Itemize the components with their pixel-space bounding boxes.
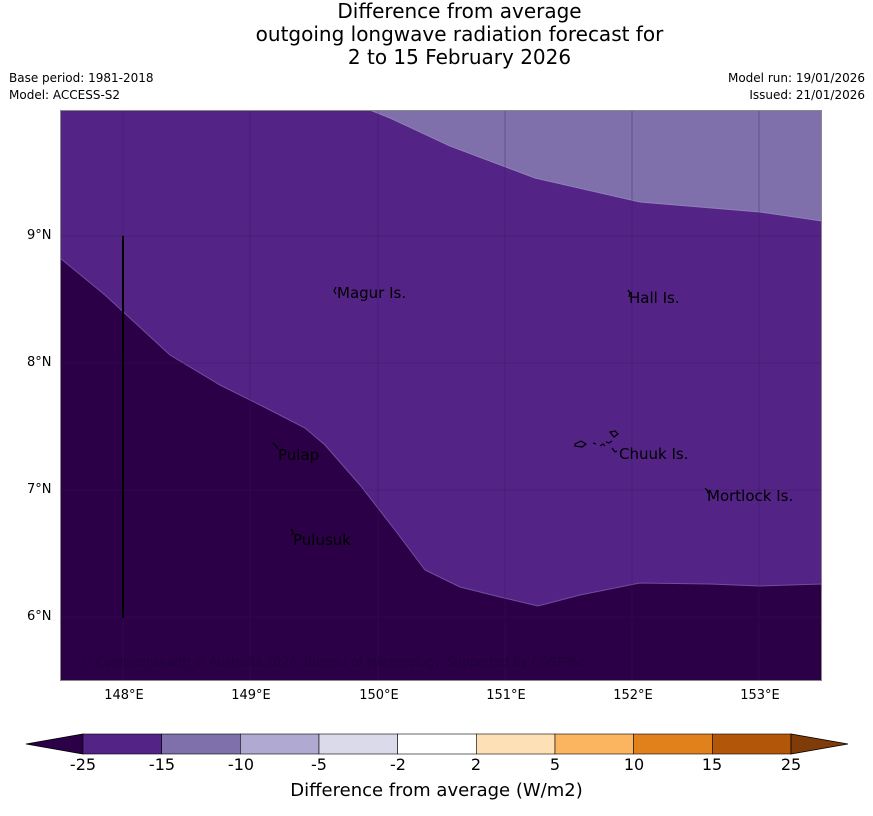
title-line-2: outgoing longwave radiation forecast for (255, 22, 664, 46)
colorbar-segment (82, 733, 162, 755)
lat-label-9n: 9°N (27, 228, 52, 243)
colorbar-segment (476, 733, 556, 755)
label-pulusuk: Pulusuk (293, 531, 351, 549)
mortlock-island-shape (704, 487, 709, 494)
lat-label-8n: 8°N (27, 355, 52, 370)
lon-label-148e: 148°E (104, 688, 144, 703)
copyright-credit: © Commonwealth of Australia 2026, Bureau… (80, 655, 585, 669)
lon-label-152e: 152°E (613, 688, 653, 703)
lat-label-7n: 7°N (27, 482, 52, 497)
chuuk-islands-shape (574, 430, 619, 453)
map-panel: Magur Is. Hall Is. Pulap Chuuk Is. Mortl… (60, 110, 822, 681)
colorbar (25, 733, 849, 755)
lon-label-150e: 150°E (359, 688, 399, 703)
cb-tick-3: -5 (311, 755, 327, 774)
lon-label-149e: 149°E (231, 688, 271, 703)
colorbar-extend-high (790, 733, 849, 755)
colorbar-segment (318, 733, 398, 755)
island-outlines (272, 286, 709, 536)
cb-tick-9: 25 (780, 755, 802, 774)
colorbar-segment (554, 733, 634, 755)
label-pulap: Pulap (278, 446, 319, 464)
cb-tick-0: -25 (69, 755, 97, 774)
cb-tick-5: 2 (470, 755, 482, 774)
issued-date: Issued: 21/01/2026 (749, 88, 865, 102)
pulap-island-shape (272, 442, 279, 450)
map-title: Difference from average outgoing longwav… (0, 0, 873, 69)
label-magur: Magur Is. (337, 284, 406, 302)
colorbar-extend-low (25, 733, 84, 755)
colorbar-segment (397, 733, 477, 755)
pulusuk-island-shape (290, 528, 294, 536)
cb-tick-1: -15 (148, 755, 176, 774)
colorbar-segment (240, 733, 320, 755)
colorbar-segments (25, 733, 849, 755)
lon-label-153e: 153°E (740, 688, 780, 703)
cb-tick-2: -10 (227, 755, 255, 774)
region-minus15-to-minus10 (369, 110, 822, 222)
cb-tick-7: 10 (623, 755, 645, 774)
region-below-minus25 (60, 257, 822, 681)
cb-tick-4: -2 (390, 755, 406, 774)
graticule (60, 110, 822, 681)
label-mortlock: Mortlock Is. (707, 487, 793, 505)
title-line-1: Difference from average (337, 0, 582, 23)
label-chuuk: Chuuk Is. (619, 445, 688, 463)
map-frame (60, 110, 822, 681)
meta-right: Model run: 19/01/2026 Issued: 21/01/2026 (728, 70, 865, 104)
title-line-3: 2 to 15 February 2026 (347, 45, 572, 69)
colorbar-segment (712, 733, 792, 755)
model-name: Model: ACCESS-S2 (9, 88, 121, 102)
label-hall: Hall Is. (629, 289, 680, 307)
cb-tick-8: 15 (701, 755, 723, 774)
lat-label-6n: 6°N (27, 609, 52, 624)
colorbar-title: Difference from average (W/m2) (290, 780, 583, 801)
model-run: Model run: 19/01/2026 (727, 71, 865, 85)
colorbar-segment (161, 733, 241, 755)
base-period: Base period: 1981-2018 (9, 71, 154, 85)
meta-left: Base period: 1981-2018 Model: ACCESS-S2 (9, 70, 154, 104)
lon-label-151e: 151°E (486, 688, 526, 703)
cb-tick-6: 5 (549, 755, 561, 774)
colorbar-segment (633, 733, 713, 755)
hall-island-shape (627, 289, 631, 298)
magur-island-shape (333, 286, 337, 295)
